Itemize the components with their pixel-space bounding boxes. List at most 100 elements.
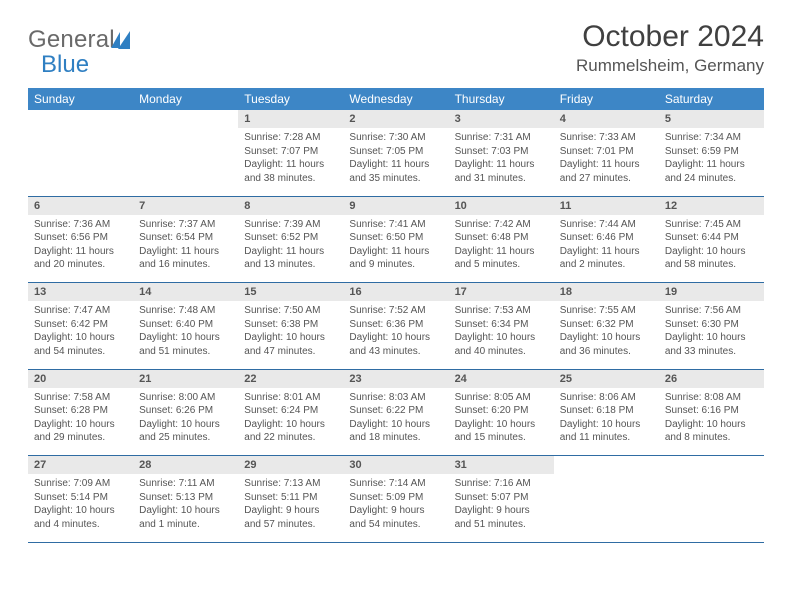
sunset-text: Sunset: 6:46 PM: [560, 231, 653, 245]
day-details: Sunrise: 7:28 AMSunset: 7:07 PMDaylight:…: [238, 128, 343, 189]
daylight-text: Daylight: 9 hours: [455, 504, 548, 518]
day-number: 6: [28, 197, 133, 215]
sunset-text: Sunset: 6:42 PM: [34, 318, 127, 332]
sunrise-text: Sunrise: 7:33 AM: [560, 131, 653, 145]
day-number: 7: [133, 197, 238, 215]
day-number: 25: [554, 370, 659, 388]
daylight-text: Daylight: 10 hours: [665, 418, 758, 432]
day-details: Sunrise: 7:44 AMSunset: 6:46 PMDaylight:…: [554, 215, 659, 276]
day-number: 21: [133, 370, 238, 388]
day-number: 18: [554, 283, 659, 301]
sunset-text: Sunset: 6:56 PM: [34, 231, 127, 245]
daylight-text: Daylight: 11 hours: [244, 245, 337, 259]
day-cell: 24Sunrise: 8:05 AMSunset: 6:20 PMDayligh…: [449, 370, 554, 456]
day-cell: 18Sunrise: 7:55 AMSunset: 6:32 PMDayligh…: [554, 283, 659, 369]
day-number: 17: [449, 283, 554, 301]
sunrise-text: Sunrise: 7:52 AM: [349, 304, 442, 318]
day-details: Sunrise: 8:05 AMSunset: 6:20 PMDaylight:…: [449, 388, 554, 449]
page: General October 2024 Rummelsheim, German…: [0, 0, 792, 553]
empty-cell: [28, 110, 133, 196]
day-details: Sunrise: 7:37 AMSunset: 6:54 PMDaylight:…: [133, 215, 238, 276]
sunrise-text: Sunrise: 8:08 AM: [665, 391, 758, 405]
sunrise-text: Sunrise: 7:44 AM: [560, 218, 653, 232]
day-number: 19: [659, 283, 764, 301]
sunset-text: Sunset: 7:01 PM: [560, 145, 653, 159]
daylight-text: and 13 minutes.: [244, 258, 337, 272]
day-cell: 9Sunrise: 7:41 AMSunset: 6:50 PMDaylight…: [343, 197, 448, 283]
sunset-text: Sunset: 7:03 PM: [455, 145, 548, 159]
daylight-text: and 18 minutes.: [349, 431, 442, 445]
daylight-text: and 24 minutes.: [665, 172, 758, 186]
day-details: Sunrise: 7:48 AMSunset: 6:40 PMDaylight:…: [133, 301, 238, 362]
day-number: 12: [659, 197, 764, 215]
day-details: Sunrise: 7:39 AMSunset: 6:52 PMDaylight:…: [238, 215, 343, 276]
daylight-text: Daylight: 11 hours: [34, 245, 127, 259]
sunset-text: Sunset: 6:38 PM: [244, 318, 337, 332]
daylight-text: Daylight: 10 hours: [665, 245, 758, 259]
day-details: Sunrise: 7:16 AMSunset: 5:07 PMDaylight:…: [449, 474, 554, 535]
day-number: 29: [238, 456, 343, 474]
day-number: 13: [28, 283, 133, 301]
sunrise-text: Sunrise: 8:00 AM: [139, 391, 232, 405]
sunrise-text: Sunrise: 7:16 AM: [455, 477, 548, 491]
day-cell: 28Sunrise: 7:11 AMSunset: 5:13 PMDayligh…: [133, 456, 238, 542]
day-cell: 13Sunrise: 7:47 AMSunset: 6:42 PMDayligh…: [28, 283, 133, 369]
day-cell: 30Sunrise: 7:14 AMSunset: 5:09 PMDayligh…: [343, 456, 448, 542]
sunset-text: Sunset: 5:14 PM: [34, 491, 127, 505]
header: General October 2024 Rummelsheim, German…: [28, 20, 764, 76]
sunset-text: Sunset: 6:36 PM: [349, 318, 442, 332]
daylight-text: and 27 minutes.: [560, 172, 653, 186]
day-details: Sunrise: 7:36 AMSunset: 6:56 PMDaylight:…: [28, 215, 133, 276]
sunset-text: Sunset: 6:28 PM: [34, 404, 127, 418]
weekday-header: Saturday: [659, 88, 764, 110]
sunset-text: Sunset: 6:48 PM: [455, 231, 548, 245]
daylight-text: and 58 minutes.: [665, 258, 758, 272]
day-number: 3: [449, 110, 554, 128]
sunrise-text: Sunrise: 7:31 AM: [455, 131, 548, 145]
sunrise-text: Sunrise: 7:37 AM: [139, 218, 232, 232]
sunset-text: Sunset: 6:30 PM: [665, 318, 758, 332]
day-number: 10: [449, 197, 554, 215]
sunrise-text: Sunrise: 7:56 AM: [665, 304, 758, 318]
day-details: Sunrise: 7:09 AMSunset: 5:14 PMDaylight:…: [28, 474, 133, 535]
daylight-text: and 35 minutes.: [349, 172, 442, 186]
sunset-text: Sunset: 6:32 PM: [560, 318, 653, 332]
daylight-text: and 33 minutes.: [665, 345, 758, 359]
sunrise-text: Sunrise: 7:53 AM: [455, 304, 548, 318]
daylight-text: and 1 minute.: [139, 518, 232, 532]
daylight-text: and 29 minutes.: [34, 431, 127, 445]
daylight-text: Daylight: 10 hours: [139, 418, 232, 432]
day-details: Sunrise: 8:00 AMSunset: 6:26 PMDaylight:…: [133, 388, 238, 449]
sunset-text: Sunset: 6:16 PM: [665, 404, 758, 418]
sunrise-text: Sunrise: 7:13 AM: [244, 477, 337, 491]
sunrise-text: Sunrise: 7:11 AM: [139, 477, 232, 491]
daylight-text: and 40 minutes.: [455, 345, 548, 359]
daylight-text: Daylight: 11 hours: [455, 158, 548, 172]
daylight-text: Daylight: 10 hours: [455, 418, 548, 432]
daylight-text: and 54 minutes.: [34, 345, 127, 359]
daylight-text: Daylight: 10 hours: [665, 331, 758, 345]
sunset-text: Sunset: 7:07 PM: [244, 145, 337, 159]
day-details: Sunrise: 7:52 AMSunset: 6:36 PMDaylight:…: [343, 301, 448, 362]
day-cell: 15Sunrise: 7:50 AMSunset: 6:38 PMDayligh…: [238, 283, 343, 369]
page-title: October 2024: [576, 20, 764, 54]
daylight-text: Daylight: 11 hours: [560, 245, 653, 259]
sunrise-text: Sunrise: 7:30 AM: [349, 131, 442, 145]
daylight-text: and 2 minutes.: [560, 258, 653, 272]
sunrise-text: Sunrise: 7:42 AM: [455, 218, 548, 232]
daylight-text: Daylight: 10 hours: [34, 418, 127, 432]
week-row: 27Sunrise: 7:09 AMSunset: 5:14 PMDayligh…: [28, 456, 764, 542]
daylight-text: and 54 minutes.: [349, 518, 442, 532]
sunrise-text: Sunrise: 7:58 AM: [34, 391, 127, 405]
day-cell: 6Sunrise: 7:36 AMSunset: 6:56 PMDaylight…: [28, 197, 133, 283]
brand-logo: General: [28, 26, 130, 54]
daylight-text: Daylight: 11 hours: [560, 158, 653, 172]
daylight-text: and 57 minutes.: [244, 518, 337, 532]
sunrise-text: Sunrise: 7:48 AM: [139, 304, 232, 318]
day-cell: 1Sunrise: 7:28 AMSunset: 7:07 PMDaylight…: [238, 110, 343, 196]
day-number: 5: [659, 110, 764, 128]
sunset-text: Sunset: 6:54 PM: [139, 231, 232, 245]
day-details: Sunrise: 8:08 AMSunset: 6:16 PMDaylight:…: [659, 388, 764, 449]
sunset-text: Sunset: 6:20 PM: [455, 404, 548, 418]
daylight-text: Daylight: 10 hours: [34, 331, 127, 345]
